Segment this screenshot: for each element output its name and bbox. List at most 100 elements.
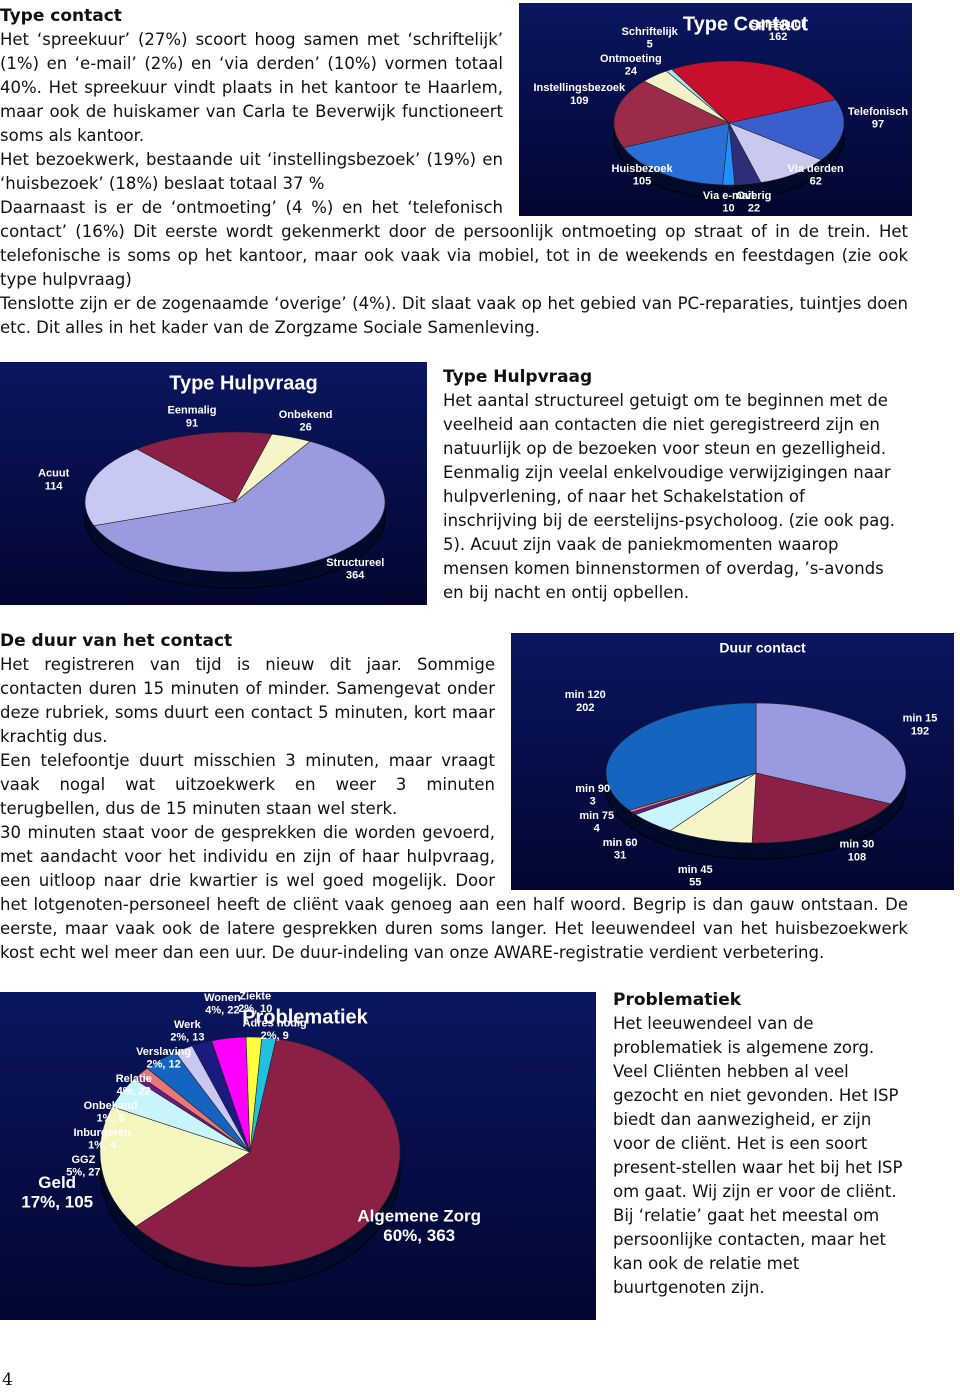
slice-value: 2%, 12 xyxy=(146,1059,180,1071)
section-title: Type Hulpvraag xyxy=(443,367,593,387)
pie-slice xyxy=(751,772,892,844)
paragraph: Tenslotte zijn er de zogenaamde ‘overige… xyxy=(0,294,908,337)
pie-slice xyxy=(93,441,386,573)
pie-slice xyxy=(234,433,311,503)
slice-label: Geld xyxy=(38,1173,76,1192)
slice-value: 97 xyxy=(872,119,884,131)
pie-slice xyxy=(665,68,730,124)
slice-label: Via derden xyxy=(788,163,844,175)
pie-slice xyxy=(755,702,907,805)
slice-label: Ziekte xyxy=(239,992,271,1002)
slice-label: Overig xyxy=(737,190,772,202)
slice-label: min 60 xyxy=(603,837,638,849)
slice-value: 364 xyxy=(346,570,365,582)
pie-slice xyxy=(622,122,730,186)
paragraph: 30 minuten staat voor de gesprekken die … xyxy=(0,823,908,962)
slice-label: Adres nodig xyxy=(243,1017,307,1029)
slice-value: 105 xyxy=(633,176,651,188)
slice-label: Huisbezoek xyxy=(612,163,674,175)
slice-value: 1%, 8 xyxy=(96,1113,124,1125)
slice-label: Telefonisch xyxy=(848,106,909,118)
paragraph: Het ‘spreekuur’ (27%) scoort hoog samen … xyxy=(0,30,503,145)
slice-value: 109 xyxy=(570,95,588,107)
slice-label: min 75 xyxy=(579,810,614,822)
slice-value: 5%, 27 xyxy=(66,1167,100,1179)
section: Type Contact Spreekuur 162 Telefonisch 97 Via… xyxy=(0,3,912,340)
slice-value: 192 xyxy=(911,725,929,737)
paragraph: Het aantal structureel getuigt om te beg… xyxy=(443,391,896,602)
chart-title: Type Hulpvraag xyxy=(169,372,318,394)
slice-label: Structureel xyxy=(326,557,384,569)
pie-slice xyxy=(727,99,845,161)
slice-value: 4 xyxy=(594,823,601,835)
slice-label: Instellingsbezoek xyxy=(533,82,626,94)
slice-value: 24 xyxy=(625,66,638,78)
page-number: 4 xyxy=(2,1370,13,1390)
slice-label: Werk xyxy=(174,1019,202,1031)
slice-label: Algemene Zorg xyxy=(357,1206,481,1225)
slice-value: 2%, 9 xyxy=(261,1030,289,1042)
section: Duur contact min 15 192 min 30 108 min 45 55 mi… xyxy=(0,629,954,965)
section-title: Type contact xyxy=(0,6,122,26)
section-title: De duur van het contact xyxy=(0,631,233,651)
paragraph: Het registreren van tijd is nieuw dit ja… xyxy=(0,655,495,746)
pie-slice xyxy=(613,80,730,148)
slice-value: 2%, 13 xyxy=(170,1032,204,1044)
slice-value: 31 xyxy=(614,850,626,862)
slice-label: Onbekend xyxy=(279,409,333,421)
pie-slice xyxy=(136,431,273,503)
chart-title: Duur contact xyxy=(719,640,806,656)
slice-label: Relatie xyxy=(116,1073,152,1085)
paragraph: Het bezoekwerk, bestaande uit ‘instellin… xyxy=(0,150,503,193)
slice-label: Via e-mail xyxy=(703,190,754,202)
section: Type Hulpvraag Het aantal structureel ge… xyxy=(443,365,903,605)
pie-slice xyxy=(249,1037,277,1153)
slice-label: min 45 xyxy=(678,864,713,876)
slice-label: Wonen xyxy=(204,992,241,1004)
slice-label: Eenmalig xyxy=(168,405,217,417)
slice-label: min 15 xyxy=(903,713,938,725)
slice-value: 5 xyxy=(647,39,653,51)
slice-value: 4%, 22 xyxy=(117,1086,151,1098)
slice-value: 55 xyxy=(689,877,701,889)
slice-value: 2%, 10 xyxy=(238,1003,272,1015)
slice-value: 1%, 4 xyxy=(88,1140,117,1152)
pie-slice xyxy=(728,122,823,183)
slice-label: Onbekend xyxy=(84,1100,138,1112)
slice-label: Verslaving xyxy=(136,1046,191,1058)
chart-title: Problematiek xyxy=(242,1006,368,1028)
slice-value: 3 xyxy=(590,796,596,808)
paragraph: Een telefoontje duurt misschien 3 minute… xyxy=(0,751,495,818)
slice-label: GGZ xyxy=(72,1154,96,1166)
slice-value: 202 xyxy=(576,702,594,714)
pie-slice xyxy=(135,1038,401,1268)
section-title: Problematiek xyxy=(613,990,742,1010)
chart-title: Type Contact xyxy=(683,13,809,35)
paragraph: Daarnaast is er de ‘ontmoeting’ (4 %) en… xyxy=(0,198,908,289)
slice-value: 60%, 363 xyxy=(383,1226,455,1245)
paragraph: Bij ‘relatie’ gaat het meestal om persoo… xyxy=(613,1206,887,1297)
slice-value: 17%, 105 xyxy=(21,1193,93,1212)
slice-label: Acuut xyxy=(38,468,70,480)
pie-slice xyxy=(99,1106,251,1227)
slice-label: min 90 xyxy=(575,783,610,795)
slice-value: 22 xyxy=(748,203,760,215)
slice-value: 91 xyxy=(186,417,198,429)
slice-value: 108 xyxy=(848,851,866,863)
pie-slice xyxy=(84,448,236,526)
slice-label: Ontmoeting xyxy=(600,53,662,65)
slice-label: Inburgeren xyxy=(73,1127,131,1139)
slice-value: 4%, 22 xyxy=(205,1005,239,1017)
slice-label: Schriftelijk xyxy=(622,26,679,38)
slice-value: 62 xyxy=(810,176,822,188)
slice-label: min 120 xyxy=(565,689,606,701)
slice-value: 114 xyxy=(45,480,64,492)
pie-slice xyxy=(669,772,757,844)
paragraph: Het leeuwendeel van de problematiek is a… xyxy=(613,1014,903,1201)
